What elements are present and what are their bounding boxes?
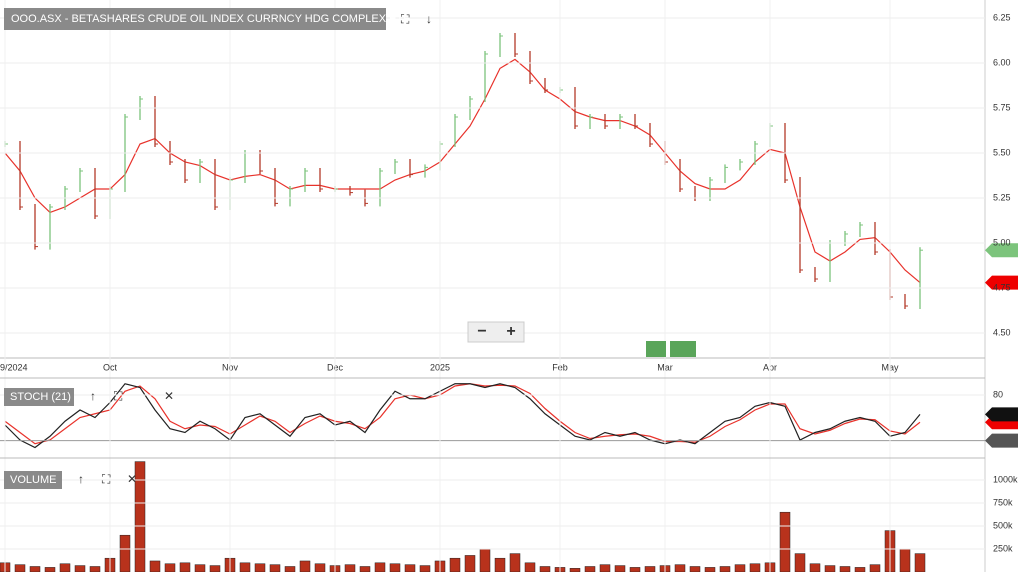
volume-bar xyxy=(584,566,596,572)
volume-bar xyxy=(734,564,746,572)
volume-label: VOLUME xyxy=(10,474,56,486)
volume-bar xyxy=(164,563,176,572)
x-tick-label: 06/09/2024 xyxy=(0,362,28,372)
range-button[interactable] xyxy=(646,341,666,357)
volume-bar xyxy=(14,564,26,572)
volume-bar xyxy=(149,560,161,572)
y-tick-label: 5.25 xyxy=(993,192,1011,202)
volume-label-box xyxy=(4,471,62,489)
volume-bar xyxy=(299,560,311,572)
y-tick-label: 1000k xyxy=(993,474,1018,484)
y-tick-label: 4.75 xyxy=(993,282,1011,292)
volume-bar xyxy=(749,563,761,572)
zoom-out[interactable]: − xyxy=(477,323,486,340)
value-flag xyxy=(985,243,1018,258)
volume-bar xyxy=(314,563,326,572)
expand-icon[interactable]: ⛶ xyxy=(400,12,410,26)
volume-bar xyxy=(254,563,266,572)
zoom-in[interactable]: + xyxy=(506,323,515,340)
stoch-d-line xyxy=(4,383,921,445)
volume-bar xyxy=(359,566,371,572)
volume-bar xyxy=(869,564,881,572)
volume-bar xyxy=(599,564,611,572)
range-button[interactable] xyxy=(670,341,696,357)
value-flag xyxy=(985,407,1018,422)
y-tick-label: 5.75 xyxy=(993,102,1011,112)
up-icon[interactable]: ↑ xyxy=(78,472,84,486)
zoom-controls: − + xyxy=(467,321,525,343)
zoom-box xyxy=(467,321,525,343)
volume-bar xyxy=(479,548,491,572)
volume-bar xyxy=(464,555,476,572)
volume-bar xyxy=(284,566,296,572)
value-flag xyxy=(985,275,1018,290)
y-tick-label: 750k xyxy=(993,497,1013,507)
y-tick-label: 500k xyxy=(993,520,1013,530)
volume-bar xyxy=(614,565,626,572)
y-tick-label: 250k xyxy=(993,543,1013,553)
volume-bar xyxy=(374,562,386,572)
close-icon[interactable]: ✕ xyxy=(127,472,137,486)
volume-bar xyxy=(449,557,461,572)
volume-bar xyxy=(794,553,806,572)
volume-bar xyxy=(209,565,221,572)
chart-title: OOO.ASX - BETASHARES CRUDE OIL INDEX CUR… xyxy=(11,13,410,25)
volume-bar xyxy=(179,562,191,572)
stoch-label: STOCH (21) xyxy=(10,391,71,403)
volume-bar xyxy=(569,568,581,572)
volume-bar xyxy=(509,553,521,572)
volume-bar xyxy=(134,461,146,572)
y-tick-label: 6.25 xyxy=(993,12,1011,22)
volume-bar xyxy=(524,562,536,572)
expand-icon[interactable]: ⛶ xyxy=(101,472,111,486)
y-tick-label: 4.50 xyxy=(993,327,1011,337)
down-icon[interactable]: ↓ xyxy=(426,12,432,26)
volume-bar xyxy=(719,566,731,572)
volume-bar xyxy=(194,564,206,572)
volume-bar xyxy=(344,564,356,572)
volume-bar xyxy=(539,566,551,572)
volume-bar xyxy=(914,553,926,572)
stoch-label-box xyxy=(4,388,74,406)
close-icon[interactable]: ✕ xyxy=(164,389,174,403)
volume-bar xyxy=(839,566,851,572)
y-tick-label: 80 xyxy=(993,389,1003,399)
volume-bar xyxy=(809,563,821,572)
volume-bar xyxy=(29,566,41,572)
volume-bar xyxy=(89,566,101,572)
volume-bar xyxy=(689,566,701,572)
volume-bar xyxy=(779,511,791,572)
volume-bar xyxy=(704,567,716,572)
volume-bar xyxy=(44,567,56,572)
volume-bar xyxy=(644,566,656,572)
volume-bar xyxy=(269,564,281,572)
stoch-k-line xyxy=(4,383,921,449)
y-tick-label: 5.50 xyxy=(993,147,1011,157)
volume-bar xyxy=(74,565,86,572)
y-tick-label: 5.00 xyxy=(993,237,1011,247)
volume-bar xyxy=(824,565,836,572)
y-tick-label: 6.00 xyxy=(993,57,1011,67)
volume-bar xyxy=(389,563,401,572)
volume-bar xyxy=(899,548,911,572)
up-icon[interactable]: ↑ xyxy=(90,389,96,403)
expand-icon[interactable]: ⛶ xyxy=(113,389,123,403)
volume-bar xyxy=(239,562,251,572)
volume-bar xyxy=(494,557,506,572)
volume-bar xyxy=(674,564,686,572)
volume-bar xyxy=(629,567,641,572)
volume-bar xyxy=(404,564,416,572)
moving-average-line xyxy=(4,58,921,284)
volume-bar xyxy=(119,534,131,572)
volume-bar xyxy=(854,567,866,572)
volume-bar xyxy=(59,563,71,572)
title-box xyxy=(4,8,386,30)
volume-bar xyxy=(419,565,431,572)
value-flag xyxy=(985,433,1018,448)
